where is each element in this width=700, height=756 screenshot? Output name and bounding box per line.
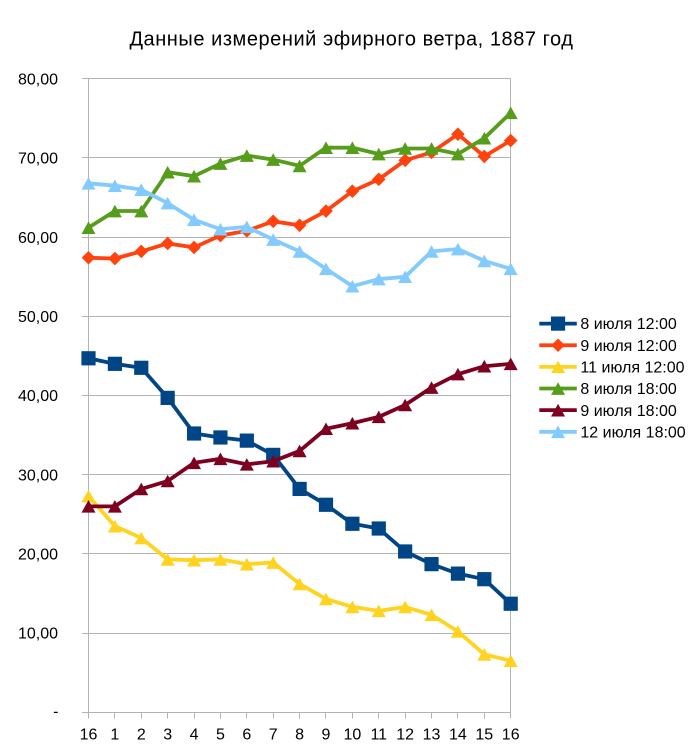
svg-text:10: 10: [343, 727, 361, 744]
svg-text:7: 7: [269, 727, 278, 744]
svg-text:8: 8: [295, 727, 304, 744]
svg-text:13: 13: [423, 727, 441, 744]
svg-text:12 июля 18:00: 12 июля 18:00: [580, 424, 685, 441]
svg-text:9: 9: [322, 727, 331, 744]
svg-text:10,00: 10,00: [18, 626, 58, 643]
svg-text:40,00: 40,00: [18, 388, 58, 405]
svg-text:11 июля 12:00: 11 июля 12:00: [580, 359, 684, 376]
svg-text:15: 15: [475, 727, 493, 744]
svg-text:80,00: 80,00: [18, 71, 58, 88]
svg-text:5: 5: [216, 727, 225, 744]
svg-text:30,00: 30,00: [18, 467, 58, 484]
svg-text:8 июля 18:00: 8 июля 18:00: [580, 381, 677, 398]
svg-text:60,00: 60,00: [18, 230, 58, 247]
svg-text:8 июля 12:00: 8 июля 12:00: [580, 316, 677, 333]
svg-text:9 июля 18:00: 9 июля 18:00: [580, 403, 677, 420]
svg-text:3: 3: [163, 727, 172, 744]
svg-text:9 июля 12:00: 9 июля 12:00: [580, 338, 677, 355]
svg-text:2: 2: [137, 727, 146, 744]
svg-text:6: 6: [242, 727, 251, 744]
svg-text:14: 14: [449, 727, 467, 744]
svg-text:50,00: 50,00: [18, 309, 58, 326]
svg-text:20,00: 20,00: [18, 546, 58, 563]
svg-text:12: 12: [396, 727, 414, 744]
svg-text:Данные измерений эфирного ветр: Данные измерений эфирного ветра, 1887 го…: [129, 28, 573, 50]
svg-text:11: 11: [370, 727, 387, 744]
svg-text:70,00: 70,00: [18, 151, 58, 168]
svg-text:16: 16: [80, 727, 98, 744]
svg-text:4: 4: [190, 727, 199, 744]
svg-text:1: 1: [110, 727, 119, 744]
svg-text:-: -: [53, 704, 58, 721]
svg-text:16: 16: [502, 727, 520, 744]
